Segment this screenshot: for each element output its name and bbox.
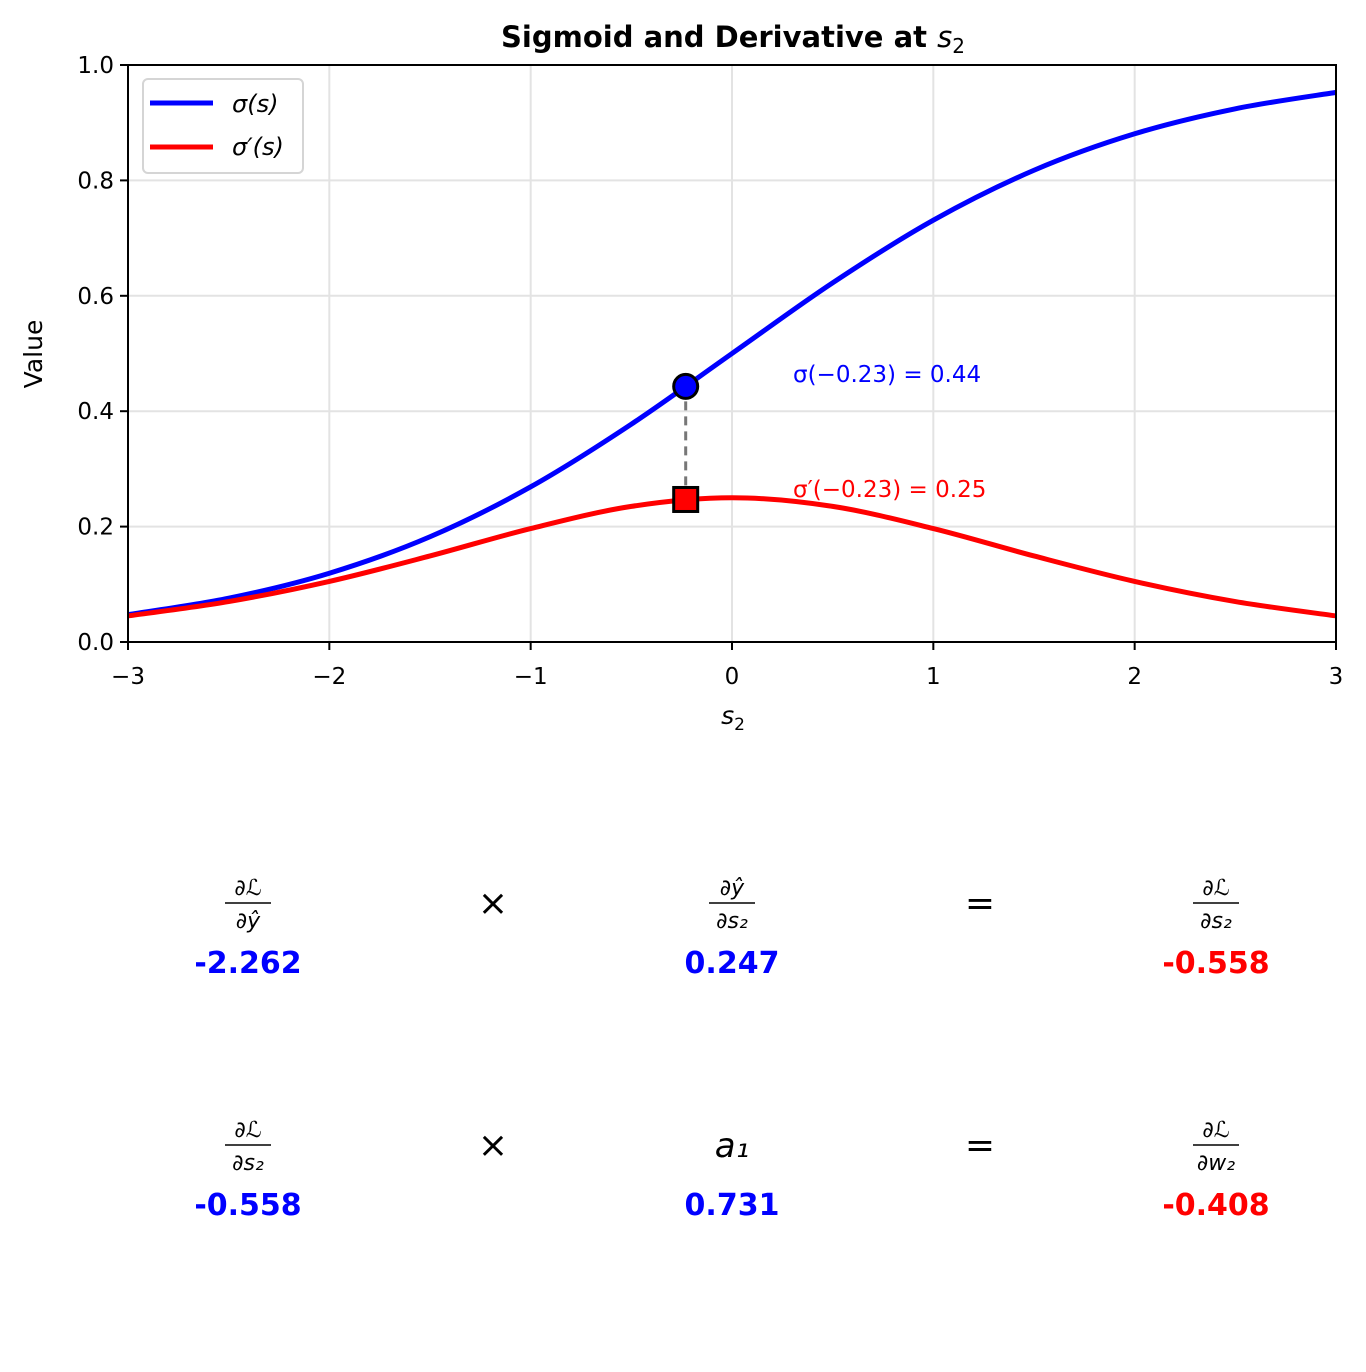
term-numerator: ∂ℒ — [234, 1118, 261, 1143]
term-numerator: ∂ℒ — [1202, 1118, 1229, 1143]
y-tick-label: 0.0 — [77, 630, 114, 656]
chain-rule-equations: ∂ℒ ∂ŷ -2.262 ∂ŷ ∂s₂ 0.247 ∂ℒ ∂s₂ -0.558 × = ∂ℒ ∂s₂ -0… — [194, 876, 1269, 1223]
highlight-marks — [672, 372, 700, 513]
y-tick-label: 0.8 — [77, 168, 114, 194]
y-tick-label: 0.6 — [77, 284, 114, 310]
sigma-point — [672, 372, 700, 400]
term-numerator: ∂ŷ — [720, 876, 745, 901]
term-denominator: ∂s₂ — [1200, 909, 1232, 934]
x-tick-label: 0 — [725, 664, 740, 690]
multiply-operator: × — [478, 883, 508, 924]
multiply-operator: × — [478, 1125, 508, 1166]
x-tick-label: 2 — [1127, 664, 1142, 690]
dsigma-annotation: σ′(−0.23) = 0.25 — [793, 477, 986, 503]
x-axis-label: s2 — [721, 701, 745, 735]
x-tick-label: 1 — [926, 664, 941, 690]
equation-row: ∂ℒ ∂ŷ -2.262 ∂ŷ ∂s₂ 0.247 ∂ℒ ∂s₂ -0.558 × = — [194, 876, 1269, 981]
sigma-annotation: σ(−0.23) = 0.44 — [793, 362, 981, 388]
y-tick-label: 1.0 — [77, 53, 114, 79]
legend: σ(s) σ′(s) — [142, 78, 304, 174]
term-value: 0.247 — [685, 946, 780, 981]
x-tick-label: 3 — [1329, 664, 1344, 690]
curves — [127, 89, 1337, 619]
term-value: 0.731 — [685, 1188, 780, 1223]
equals-operator: = — [965, 883, 995, 924]
term-numerator: ∂ℒ — [234, 876, 261, 901]
term-denominator: ∂ŷ — [236, 909, 261, 934]
derivative-line — [127, 495, 1337, 619]
equation-row: ∂ℒ ∂s₂ -0.558 a₁ 0.731 ∂ℒ ∂w₂ -0.408 × = — [194, 1118, 1269, 1223]
x-tick-label: −2 — [312, 664, 346, 690]
equals-operator: = — [965, 1125, 995, 1166]
term-value: -2.262 — [194, 946, 301, 981]
term-denominator: ∂s₂ — [232, 1151, 264, 1176]
sigmoid-line — [127, 89, 1337, 618]
term-denominator: ∂s₂ — [716, 909, 748, 934]
x-tick-label: −1 — [514, 664, 548, 690]
axis-ticks: −3 −2 −1 0 1 2 3 0.0 0.2 0.4 0.6 0.8 1.0 — [77, 53, 1343, 690]
y-axis-label: Value — [19, 320, 48, 389]
x-tick-label: −3 — [111, 664, 145, 690]
term-value: -0.558 — [1162, 946, 1269, 981]
term-denominator: ∂w₂ — [1197, 1151, 1235, 1176]
term-value: -0.408 — [1162, 1188, 1269, 1223]
term-numerator: ∂ℒ — [1202, 876, 1229, 901]
y-tick-label: 0.4 — [77, 399, 114, 425]
term-symbol: a₁ — [715, 1126, 749, 1166]
y-tick-label: 0.2 — [77, 515, 114, 541]
legend-label-dsigma: σ′(s) — [232, 133, 284, 161]
legend-label-sigma: σ(s) — [232, 90, 278, 118]
term-value: -0.558 — [194, 1188, 301, 1223]
chart-title: Sigmoid and Derivative at s2 — [501, 20, 965, 58]
dsigma-point — [672, 485, 700, 513]
